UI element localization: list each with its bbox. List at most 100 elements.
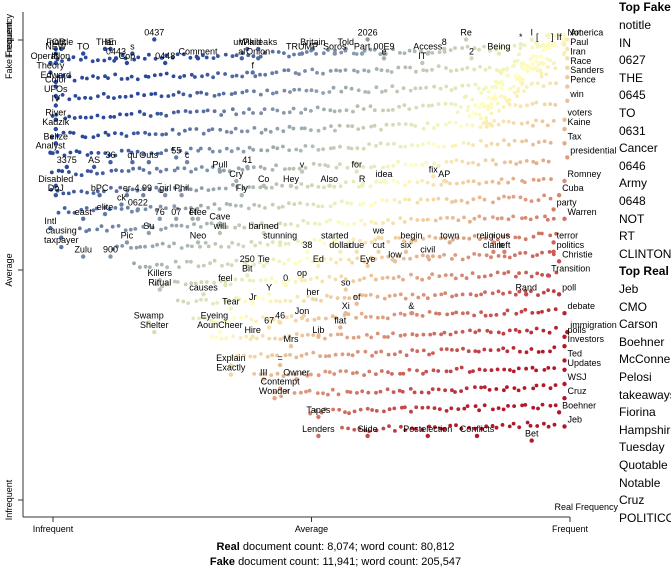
term-point[interactable] <box>119 202 124 207</box>
term-list-item[interactable]: CLINTON <box>619 246 671 261</box>
term-point[interactable] <box>562 178 567 184</box>
term-point[interactable] <box>529 438 534 443</box>
term-point[interactable] <box>425 433 430 439</box>
term-point[interactable] <box>48 60 53 66</box>
term-point[interactable] <box>157 287 162 292</box>
term-point[interactable] <box>217 169 223 174</box>
term-point[interactable] <box>551 42 556 47</box>
term-point[interactable] <box>266 292 272 297</box>
term-point[interactable] <box>174 216 179 221</box>
term-point[interactable] <box>190 216 195 221</box>
term-point[interactable] <box>228 306 234 311</box>
term-point[interactable] <box>562 126 567 132</box>
term-point[interactable] <box>392 259 398 264</box>
term-point[interactable] <box>354 301 359 306</box>
term-point[interactable] <box>53 117 58 122</box>
term-list-item[interactable]: Pelosi <box>619 369 652 384</box>
term-point[interactable] <box>447 240 452 245</box>
term-point[interactable] <box>113 56 119 61</box>
term-point[interactable] <box>152 329 157 335</box>
term-list-item[interactable]: Cancer <box>619 141 658 156</box>
term-point[interactable] <box>124 240 130 245</box>
term-point[interactable] <box>556 410 562 415</box>
term-point[interactable] <box>157 188 162 193</box>
term-point[interactable] <box>135 207 141 212</box>
term-list-item[interactable]: takeaways <box>619 387 671 402</box>
term-point[interactable] <box>299 315 305 321</box>
term-point[interactable] <box>562 367 567 372</box>
term-point[interactable] <box>146 160 151 165</box>
term-point[interactable] <box>59 244 64 250</box>
term-point[interactable] <box>316 433 321 439</box>
term-point[interactable] <box>245 263 250 269</box>
term-point[interactable] <box>310 296 316 302</box>
term-point[interactable] <box>124 60 130 66</box>
term-point[interactable] <box>299 169 305 174</box>
term-point[interactable] <box>562 358 567 363</box>
term-point[interactable] <box>245 46 250 52</box>
term-point[interactable] <box>332 240 337 245</box>
term-point[interactable] <box>228 362 234 368</box>
term-point[interactable] <box>157 216 162 221</box>
term-point[interactable] <box>124 193 130 198</box>
term-point[interactable] <box>146 230 151 236</box>
term-point[interactable] <box>565 56 570 61</box>
term-point[interactable] <box>545 273 551 278</box>
term-point[interactable] <box>217 329 223 335</box>
term-point[interactable] <box>141 193 146 198</box>
term-point[interactable] <box>272 396 277 401</box>
term-point[interactable] <box>53 126 58 132</box>
term-point[interactable] <box>556 259 562 264</box>
term-point[interactable] <box>53 51 58 56</box>
term-point[interactable] <box>496 51 502 56</box>
term-point[interactable] <box>365 263 370 269</box>
term-point[interactable] <box>524 292 529 297</box>
term-point[interactable] <box>53 141 58 146</box>
term-point[interactable] <box>53 60 58 66</box>
term-point[interactable] <box>381 178 387 184</box>
term-list-item[interactable]: NOT <box>619 211 645 226</box>
term-point[interactable] <box>359 183 365 188</box>
term-point[interactable] <box>152 37 157 42</box>
term-list-item[interactable]: Boehner <box>619 334 665 349</box>
term-point[interactable] <box>91 164 97 170</box>
term-point[interactable] <box>53 93 58 99</box>
term-point[interactable] <box>535 42 540 47</box>
term-point[interactable] <box>245 164 250 170</box>
term-list-item[interactable]: RT <box>619 229 635 244</box>
term-point[interactable] <box>195 56 201 61</box>
term-point[interactable] <box>53 84 58 89</box>
term-point[interactable] <box>53 79 58 85</box>
term-point[interactable] <box>565 329 570 335</box>
term-point[interactable] <box>81 216 86 221</box>
term-point[interactable] <box>250 334 255 339</box>
term-point[interactable] <box>261 230 266 236</box>
term-point[interactable] <box>195 216 201 221</box>
term-point[interactable] <box>565 84 570 89</box>
term-point[interactable] <box>310 46 316 52</box>
term-point[interactable] <box>403 249 409 254</box>
term-point[interactable] <box>343 287 348 292</box>
term-list-item[interactable]: 0648 <box>619 193 646 208</box>
term-point[interactable] <box>565 98 570 104</box>
term-point[interactable] <box>48 226 53 231</box>
term-point[interactable] <box>277 362 283 368</box>
term-point[interactable] <box>283 282 288 288</box>
term-point[interactable] <box>365 433 370 439</box>
term-point[interactable] <box>442 178 447 184</box>
term-point[interactable] <box>562 381 567 387</box>
term-point[interactable] <box>565 75 570 80</box>
term-point[interactable] <box>163 60 168 66</box>
term-point[interactable] <box>163 193 168 198</box>
term-point[interactable] <box>299 51 305 56</box>
term-list-item[interactable]: THE <box>619 70 643 85</box>
term-point[interactable] <box>157 278 162 283</box>
term-point[interactable] <box>299 278 305 283</box>
term-point[interactable] <box>425 254 430 259</box>
term-list-item[interactable]: 0645 <box>619 88 646 103</box>
term-list-item[interactable]: CMO <box>619 299 647 314</box>
term-point[interactable] <box>261 263 266 269</box>
term-point[interactable] <box>245 273 250 278</box>
term-point[interactable] <box>551 240 556 245</box>
term-point[interactable] <box>179 193 184 198</box>
